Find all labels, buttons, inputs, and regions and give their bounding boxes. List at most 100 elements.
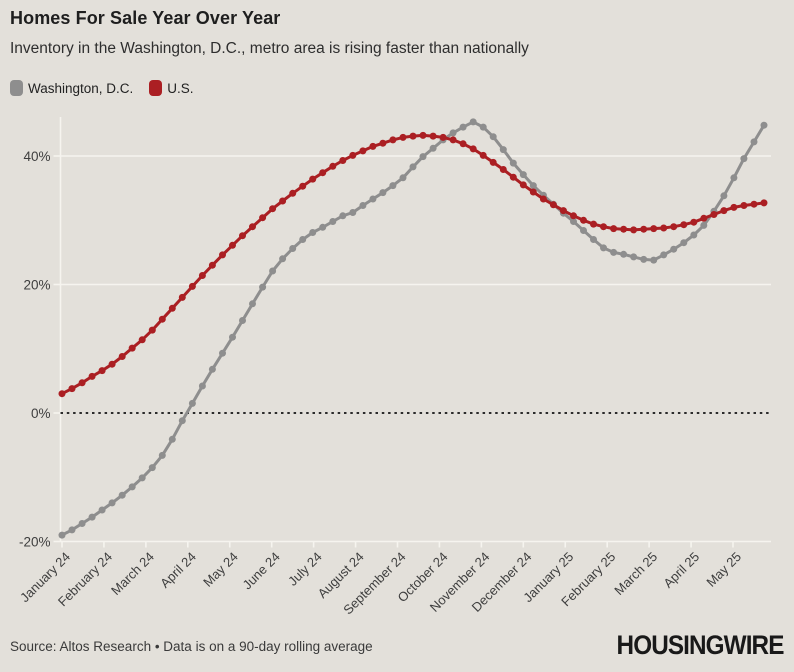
data-point-us-64 [700, 214, 708, 222]
data-point-us-57 [630, 226, 638, 234]
data-point-us-3 [88, 372, 96, 380]
data-point-us-1 [68, 385, 76, 393]
data-point-us-11 [168, 304, 176, 312]
legend-label-washington: Washington, D.C. [28, 80, 134, 96]
data-point-us-45 [509, 173, 517, 181]
data-point-washington-67 [730, 174, 738, 182]
data-point-us-56 [620, 225, 628, 233]
data-point-us-39 [449, 136, 457, 144]
data-point-washington-58 [640, 255, 648, 263]
data-point-washington-57 [630, 253, 638, 261]
legend-item-us: U.S. [149, 80, 194, 96]
data-point-us-8 [138, 336, 146, 344]
data-point-us-24 [299, 182, 307, 190]
data-point-washington-20 [259, 283, 267, 291]
legend: Washington, D.C. U.S. [10, 80, 194, 96]
data-point-us-52 [580, 216, 587, 224]
x-tick-label-15: April 25 [660, 549, 702, 591]
data-point-us-42 [479, 151, 487, 159]
data-point-us-18 [239, 232, 246, 240]
data-point-washington-52 [580, 227, 587, 234]
data-point-us-15 [208, 261, 216, 269]
series-line-washington [60, 120, 766, 537]
data-point-washington-0 [58, 531, 66, 539]
data-point-us-36 [419, 131, 427, 139]
data-point-us-27 [329, 162, 337, 170]
data-point-washington-25 [309, 229, 317, 236]
data-point-us-54 [600, 223, 607, 231]
data-point-us-33 [389, 136, 397, 144]
data-point-washington-66 [720, 192, 728, 200]
data-point-washington-59 [650, 256, 658, 264]
data-point-us-40 [459, 140, 467, 148]
data-point-washington-7 [128, 483, 136, 491]
data-point-us-2 [78, 379, 86, 387]
data-point-washington-14 [198, 382, 206, 390]
data-point-us-67 [730, 203, 738, 211]
data-point-washington-64 [700, 221, 708, 229]
data-point-us-66 [720, 207, 728, 215]
data-point-us-38 [439, 133, 447, 141]
data-point-us-69 [750, 200, 758, 208]
data-point-us-7 [128, 344, 136, 352]
data-point-us-21 [269, 205, 277, 213]
data-point-washington-27 [329, 218, 337, 225]
data-point-washington-47 [529, 182, 537, 190]
data-point-washington-33 [389, 182, 397, 190]
data-point-washington-45 [509, 159, 517, 167]
data-point-us-61 [670, 223, 678, 231]
data-point-washington-69 [750, 138, 758, 146]
data-point-washington-1 [68, 526, 76, 534]
data-point-washington-54 [600, 244, 607, 252]
data-point-washington-46 [519, 171, 527, 179]
data-point-us-14 [198, 272, 206, 279]
page-subtitle: Inventory in the Washington, D.C., metro… [10, 40, 529, 57]
data-point-us-48 [539, 195, 547, 203]
data-point-us-44 [499, 166, 507, 173]
data-point-washington-68 [740, 155, 748, 163]
data-point-us-60 [660, 224, 668, 232]
data-point-us-51 [570, 212, 577, 220]
data-point-washington-23 [289, 245, 297, 252]
data-point-us-46 [519, 181, 527, 189]
data-point-us-19 [249, 223, 256, 231]
data-point-washington-8 [138, 474, 146, 482]
data-point-us-35 [409, 132, 417, 140]
data-point-washington-28 [339, 212, 347, 220]
legend-label-us: U.S. [167, 80, 194, 96]
data-point-us-31 [369, 142, 377, 150]
data-point-washington-24 [299, 236, 307, 243]
source-note: Source: Altos Research • Data is on a 90… [10, 639, 373, 654]
data-point-us-16 [219, 251, 226, 259]
data-point-washington-42 [479, 123, 487, 131]
data-point-us-30 [359, 147, 367, 155]
data-point-washington-40 [459, 123, 467, 131]
data-point-us-47 [529, 188, 537, 196]
data-point-washington-29 [349, 209, 357, 216]
data-point-us-9 [148, 326, 156, 334]
data-point-washington-43 [489, 133, 497, 141]
data-point-washington-16 [219, 349, 226, 357]
data-point-us-34 [399, 133, 407, 141]
data-point-washington-4 [98, 506, 106, 514]
data-point-us-62 [680, 221, 688, 229]
data-point-us-50 [559, 207, 567, 215]
data-point-us-5 [108, 360, 116, 368]
data-point-us-37 [429, 132, 437, 140]
data-point-washington-15 [208, 365, 216, 373]
data-point-us-12 [178, 293, 186, 301]
data-point-washington-53 [590, 236, 597, 243]
y-tick-label-20: 20% [23, 278, 50, 293]
data-point-us-25 [309, 175, 317, 183]
data-point-us-68 [740, 202, 748, 209]
y-tick-label-40: 40% [23, 149, 50, 164]
data-point-us-32 [379, 139, 387, 147]
data-point-us-10 [158, 315, 166, 323]
x-tick-label-4: May 24 [200, 549, 241, 590]
data-point-washington-56 [620, 250, 628, 258]
data-point-us-23 [289, 189, 297, 197]
data-point-washington-18 [239, 317, 246, 324]
data-point-washington-30 [359, 202, 367, 209]
data-point-us-13 [188, 282, 196, 290]
